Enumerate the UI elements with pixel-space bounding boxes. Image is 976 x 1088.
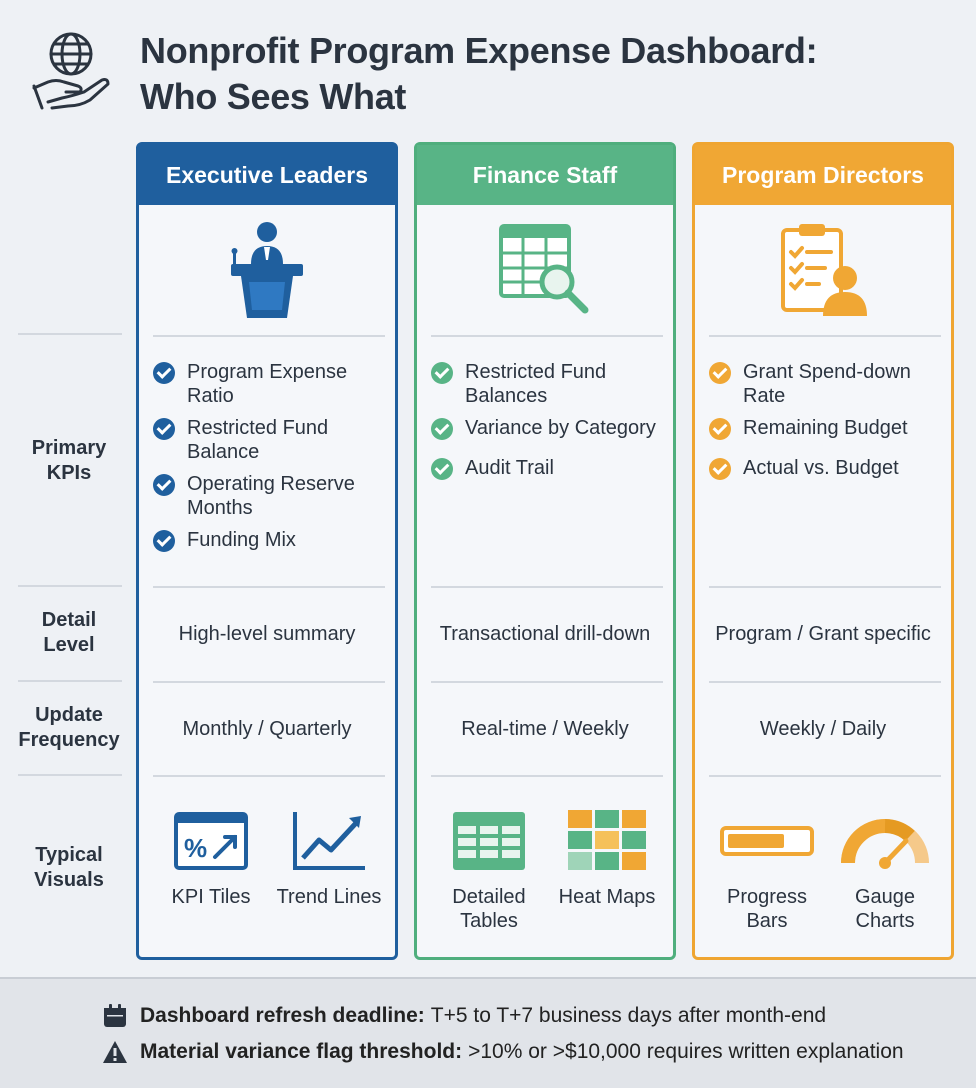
check-circle-icon (431, 458, 453, 480)
divider (18, 680, 122, 682)
row-label-typical-visuals: Typical Visuals (34, 844, 104, 891)
check-circle-icon (709, 458, 731, 480)
trend-line-icon (293, 812, 365, 870)
kpi-item: Remaining Budget (709, 416, 939, 440)
divider (18, 333, 122, 335)
gauge-icon (841, 819, 929, 869)
clipboard-person-icon (781, 224, 867, 316)
heat-map-icon (568, 810, 646, 870)
footer-notes: Dashboard refresh deadline: T+5 to T+7 b… (0, 977, 976, 1088)
column-program-directors: Program Directors Grant Spend-down Rate … (692, 142, 954, 960)
column-header: Finance Staff (417, 145, 673, 205)
visual-gauge-charts: Gauge Charts (825, 805, 945, 933)
column-executive-leaders: Executive Leaders Program Expense Ratio … (136, 142, 398, 960)
refresh-deadline-note: Dashboard refresh deadline: T+5 to T+7 b… (102, 1003, 826, 1029)
kpi-item: Audit Trail (431, 456, 661, 480)
svg-text:%: % (184, 833, 207, 863)
kpi-item: Operating Reserve Months (153, 472, 383, 520)
detail-level-value: High-level summary (178, 623, 356, 645)
row-label-update-frequency: Update Frequency (18, 704, 120, 751)
page-title: Nonprofit Program Expense Dashboard: Who… (140, 28, 818, 120)
divider (18, 774, 122, 776)
spreadsheet-magnifier-icon (499, 224, 589, 314)
update-frequency-value: Monthly / Quarterly (182, 718, 352, 740)
kpi-list: Grant Spend-down Rate Remaining Budget A… (709, 360, 939, 488)
kpi-item: Actual vs. Budget (709, 456, 939, 480)
kpi-list: Program Expense Ratio Restricted Fund Ba… (153, 360, 383, 560)
title-line-2: Who Sees What (140, 76, 407, 117)
visual-heat-maps: Heat Maps (547, 805, 667, 909)
check-circle-icon (153, 474, 175, 496)
row-label-detail-level: Detail Level (41, 609, 97, 656)
table-icon (453, 812, 525, 870)
check-circle-icon (153, 530, 175, 552)
kpi-list: Restricted Fund Balances Variance by Cat… (431, 360, 661, 488)
visual-kpi-tiles: % KPI Tiles (151, 805, 271, 909)
kpi-item: Program Expense Ratio (153, 360, 383, 408)
check-circle-icon (709, 362, 731, 384)
check-circle-icon (431, 362, 453, 384)
variance-threshold-note: Material variance flag threshold: >10% o… (102, 1039, 904, 1065)
detail-level-value: Program / Grant specific (715, 623, 931, 645)
column-header: Executive Leaders (139, 145, 395, 205)
globe-hand-icon (32, 32, 110, 110)
presenter-podium-icon (231, 222, 303, 318)
column-finance-staff: Finance Staff Restricted Fund Balances V… (414, 142, 676, 960)
check-circle-icon (431, 418, 453, 440)
visual-trend-lines: Trend Lines (269, 805, 389, 909)
kpi-item: Restricted Fund Balances (431, 360, 661, 408)
title-line-1: Nonprofit Program Expense Dashboard: (140, 30, 818, 71)
calendar-icon (104, 1004, 126, 1027)
kpi-tile-icon: % (174, 812, 248, 870)
warning-icon (103, 1041, 127, 1063)
check-circle-icon (153, 418, 175, 440)
kpi-item: Funding Mix (153, 528, 383, 552)
kpi-item: Grant Spend-down Rate (709, 360, 939, 408)
update-frequency-value: Real-time / Weekly (461, 718, 629, 740)
kpi-item: Variance by Category (431, 416, 661, 440)
column-header: Program Directors (695, 145, 951, 205)
divider (18, 585, 122, 587)
progress-bar-icon (720, 826, 814, 856)
detail-level-value: Transactional drill-down (439, 623, 651, 645)
row-label-primary-kpis: Primary KPIs (31, 437, 107, 484)
update-frequency-value: Weekly / Daily (759, 718, 887, 740)
check-circle-icon (153, 362, 175, 384)
header: Nonprofit Program Expense Dashboard: Who… (22, 20, 962, 120)
check-circle-icon (709, 418, 731, 440)
visual-detailed-tables: Detailed Tables (429, 805, 549, 933)
kpi-item: Restricted Fund Balance (153, 416, 383, 464)
visual-progress-bars: Progress Bars (707, 805, 827, 933)
